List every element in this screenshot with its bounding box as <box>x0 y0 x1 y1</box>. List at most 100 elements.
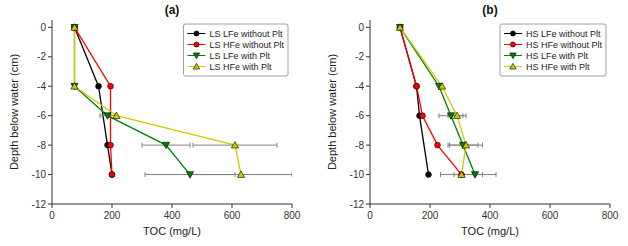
panel: 02004006008000-2-4-6-8-10-12TOC (mg/L)De… <box>8 3 301 237</box>
y-axis <box>370 20 371 204</box>
x-tick <box>550 204 551 208</box>
data-point <box>396 24 403 30</box>
error-bar-cap <box>440 172 441 177</box>
x-tick-label: 600 <box>224 210 241 221</box>
data-point <box>96 83 102 89</box>
legend-marker <box>510 31 515 36</box>
legend-entry: LS LFe with Plt <box>187 51 270 61</box>
legend-entry: HS LFe with Plt <box>504 51 589 61</box>
data-point <box>471 172 478 178</box>
y-tick-label: -8 <box>37 140 46 151</box>
panel-title: (b) <box>482 3 497 17</box>
legend-frame <box>183 24 288 76</box>
y-tick <box>48 115 52 116</box>
x-tick-label: 800 <box>284 210 301 221</box>
y-tick <box>366 56 370 57</box>
series-line <box>400 27 462 174</box>
y-axis-label: Depth below water (cm) <box>8 54 20 170</box>
y-tick <box>48 174 52 175</box>
data-point <box>458 171 465 177</box>
y-tick <box>48 204 52 205</box>
legend-marker <box>194 31 199 36</box>
data-point <box>420 113 426 119</box>
legend-entry: LS HFe with Plt <box>187 62 272 72</box>
data-point <box>72 24 78 30</box>
x-tick <box>430 204 431 208</box>
x-tick <box>610 204 611 208</box>
legend-entry: LS LFe without Plt <box>187 29 283 39</box>
y-tick-label: -6 <box>355 110 364 121</box>
data-point <box>435 142 441 148</box>
x-tick-label: 400 <box>482 210 499 221</box>
data-point <box>397 24 403 30</box>
plot-area <box>396 24 496 178</box>
data-point <box>109 172 115 178</box>
x-tick-label: 0 <box>49 210 55 221</box>
data-point <box>71 83 78 89</box>
data-point <box>459 172 465 178</box>
data-point <box>462 142 469 148</box>
data-point <box>72 24 78 30</box>
x-tick-label: 600 <box>542 210 559 221</box>
data-point <box>237 171 244 177</box>
series-line <box>400 27 466 174</box>
data-point <box>231 142 238 148</box>
legend-marker <box>194 42 199 47</box>
legend-marker <box>193 53 199 59</box>
x-tick-label: 400 <box>164 210 181 221</box>
error-bar-cap <box>482 172 483 177</box>
y-tick <box>366 115 370 116</box>
data-point <box>162 142 169 148</box>
legend-entry: HS HFe without Plt <box>504 40 603 50</box>
legend-marker <box>510 42 515 47</box>
legend-marker <box>193 63 199 69</box>
y-tick <box>366 204 370 205</box>
legend-label: LS LFe with Plt <box>209 51 270 61</box>
error-bar-cap <box>496 172 497 177</box>
data-point <box>397 24 403 30</box>
y-tick-label: -12 <box>350 199 365 210</box>
y-tick <box>366 174 370 175</box>
x-tick <box>370 204 371 208</box>
error-bar-cap <box>482 143 483 148</box>
data-point <box>113 112 120 118</box>
error-bar-cap <box>466 113 467 118</box>
data-point <box>71 24 78 30</box>
series-line <box>75 27 191 174</box>
error-bar-cap <box>292 172 293 177</box>
error-bar-cap <box>449 143 450 148</box>
legend-marker <box>510 53 516 59</box>
data-point <box>438 83 445 89</box>
data-point <box>108 142 114 148</box>
legend-marker <box>510 63 516 69</box>
legend-entry: HS HFe with Plt <box>504 62 590 72</box>
data-point <box>71 83 78 89</box>
y-tick <box>48 27 52 28</box>
legend-entry: LS HFe without Plt <box>187 40 284 50</box>
data-point <box>426 172 432 178</box>
error-bar-cap <box>439 113 440 118</box>
data-point <box>104 113 111 119</box>
y-tick-label: -6 <box>37 110 46 121</box>
series-line <box>75 27 113 174</box>
y-tick-label: -12 <box>32 199 47 210</box>
error-bar-cap <box>277 143 278 148</box>
error-bar-cap <box>145 172 146 177</box>
error-bar-cap <box>190 143 191 148</box>
legend-label: HS HFe without Plt <box>526 40 603 50</box>
error-bar-cap <box>100 113 101 118</box>
y-tick-label: 0 <box>358 22 364 33</box>
data-point <box>71 24 78 30</box>
y-tick-label: -10 <box>350 169 365 180</box>
legend-label: HS LFe with Plt <box>526 51 589 61</box>
y-tick-label: -10 <box>32 169 47 180</box>
x-tick <box>52 204 53 208</box>
x-tick <box>292 204 293 208</box>
error-bar-cap <box>448 143 449 148</box>
legend-label: HS LFe without Plt <box>526 29 601 39</box>
data-point <box>414 83 420 89</box>
legend: LS LFe without PltLS HFe without PltLS L… <box>183 24 288 76</box>
y-tick <box>48 145 52 146</box>
legend-frame <box>500 24 606 76</box>
legend: HS LFe without PltHS HFe without PltHS L… <box>500 24 606 76</box>
